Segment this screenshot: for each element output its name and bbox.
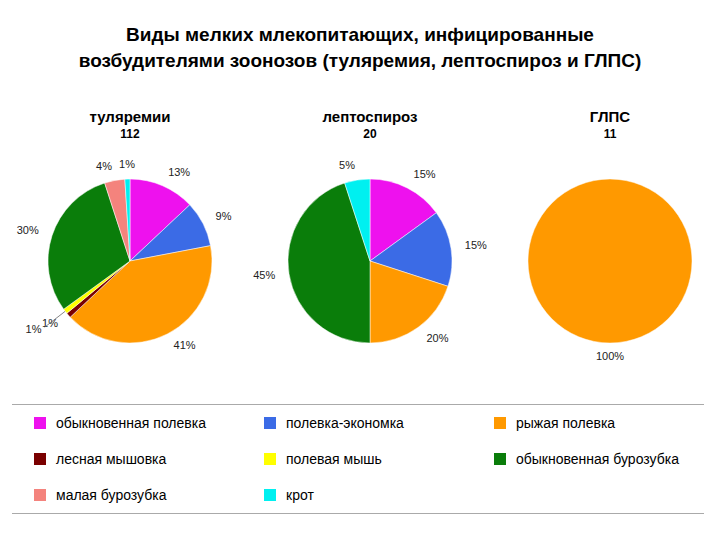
svg-text:1%: 1% <box>119 158 135 170</box>
svg-text:4%: 4% <box>96 160 112 172</box>
svg-text:1%: 1% <box>26 323 42 335</box>
html-text:112: 112 <box>120 127 140 141</box>
svg-text:100%: 100% <box>596 350 624 362</box>
html-text:туляремии: туляремии <box>89 108 171 125</box>
svg-text:41%: 41% <box>174 339 196 351</box>
html-text:20: 20 <box>363 127 377 141</box>
html-text:обыкновенная полевка: обыкновенная полевка <box>56 415 206 431</box>
svg-text:30%: 30% <box>17 224 39 236</box>
html-text:полевка-экономка: полевка-экономка <box>286 415 404 431</box>
html-text:рыжая полевка: рыжая полевка <box>516 415 616 431</box>
svg-text:9%: 9% <box>216 210 232 222</box>
html-text:крот: крот <box>286 487 314 503</box>
html-text:11: 11 <box>603 127 617 141</box>
html-text:малая бурозубка: малая бурозубка <box>56 487 167 503</box>
html-text:лесная мышовка: лесная мышовка <box>56 451 167 467</box>
svg-text:13%: 13% <box>168 166 190 178</box>
svg-text:45%: 45% <box>253 269 275 281</box>
html-text:полевая мышь: полевая мышь <box>286 451 382 467</box>
svg-text:15%: 15% <box>414 168 436 180</box>
svg-text:15%: 15% <box>465 239 487 251</box>
html-text:Виды мелких млекопитающих, инф: Виды мелких млекопитающих, инфицированны… <box>78 24 642 71</box>
svg-text:5%: 5% <box>339 159 355 171</box>
html-text:обыкновенная бурозубка: обыкновенная бурозубка <box>516 451 679 467</box>
html-text:ГЛПС: ГЛПС <box>589 108 631 125</box>
svg-text:1%: 1% <box>42 317 58 330</box>
html-text:лептоспироз: лептоспироз <box>322 108 418 125</box>
svg-text:20%: 20% <box>426 332 448 344</box>
